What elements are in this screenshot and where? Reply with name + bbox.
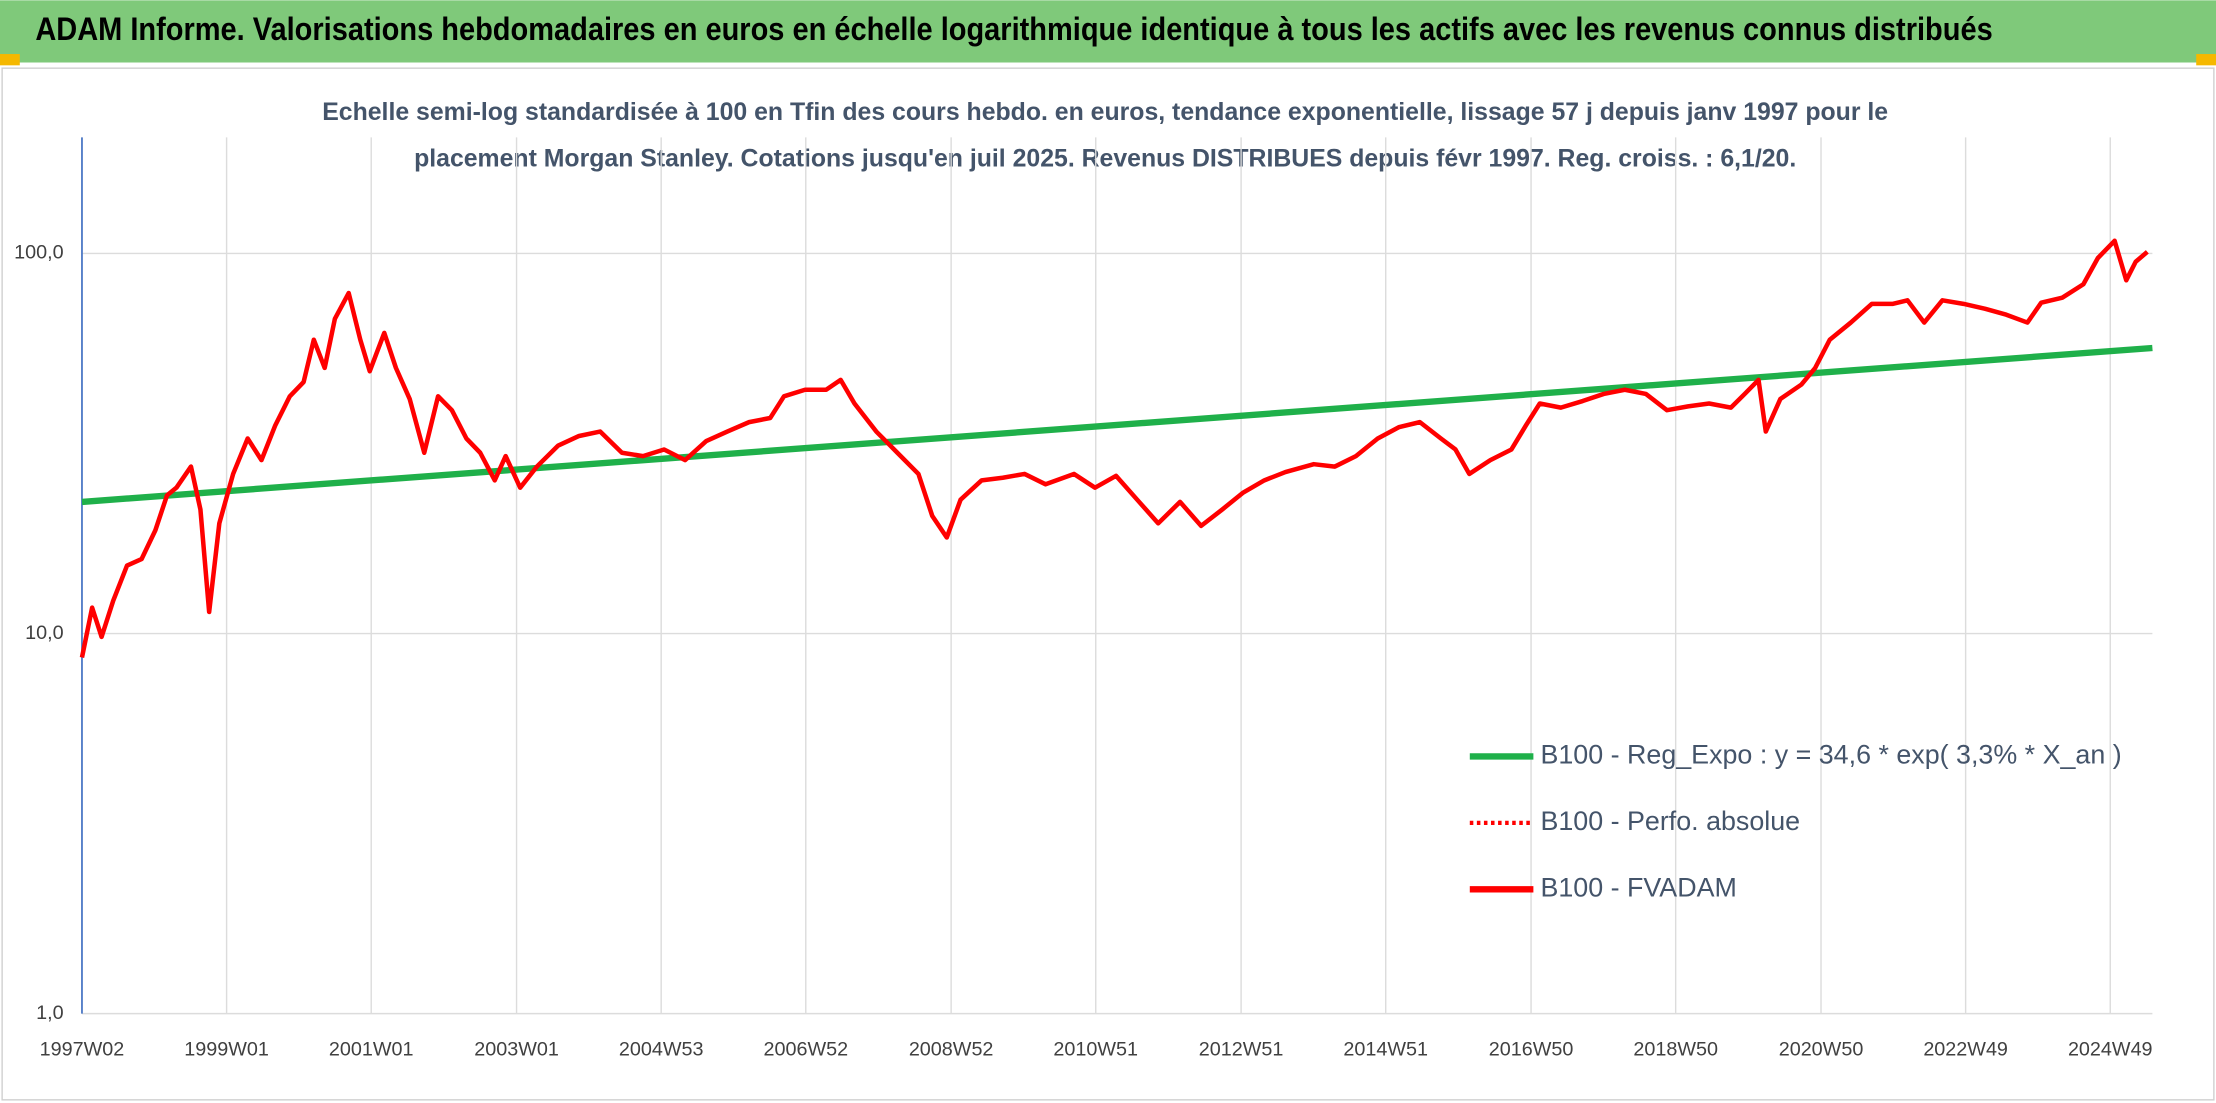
x-tick-label: 2024W49 [2068,1039,2153,1061]
subtitle: placement Morgan Stanley. Cotations jusq… [414,145,1796,173]
x-tick-label: 2003W01 [474,1039,559,1061]
corner-mark [2196,54,2216,66]
frame [1,67,2215,1101]
x-tick-label: 2006W52 [763,1039,848,1061]
x-tick-label: 2004W53 [619,1039,704,1061]
x-tick-label: 2010W51 [1053,1039,1138,1061]
series-line [81,344,2153,506]
legend-label: B100 - FVADAM [1540,872,1736,902]
subtitle: Echelle semi-log standardisée à 100 en T… [322,98,1888,126]
x-tick-label: 2018W50 [1633,1039,1718,1061]
y-tick-label: 10,0 [25,622,63,644]
y-tick-label: 100,0 [14,242,63,264]
x-tick-label: 1999W01 [184,1039,269,1061]
x-tick-label: 2014W51 [1343,1039,1428,1061]
header-title: ADAM Informe. Valorisations hebdomadaire… [35,11,1992,47]
series-line [79,238,2149,658]
x-tick-label: 2020W50 [1779,1039,1864,1061]
x-tick-label: 1997W02 [40,1039,125,1061]
x-tick-label: 2016W50 [1489,1039,1574,1061]
y-tick-label: 1,0 [36,1002,63,1024]
legend-label: B100 - Reg_Expo : y = 34,6 * exp( 3,3% *… [1540,740,2121,770]
x-tick-label: 2008W52 [909,1039,994,1061]
header-bar [0,0,2216,63]
x-tick-label: 2012W51 [1199,1039,1284,1061]
corner-mark [0,54,20,66]
x-tick-label: 2022W49 [1923,1039,2008,1061]
x-tick-label: 2001W01 [329,1039,414,1061]
legend-label: B100 - Perfo. absolue [1540,806,1800,836]
